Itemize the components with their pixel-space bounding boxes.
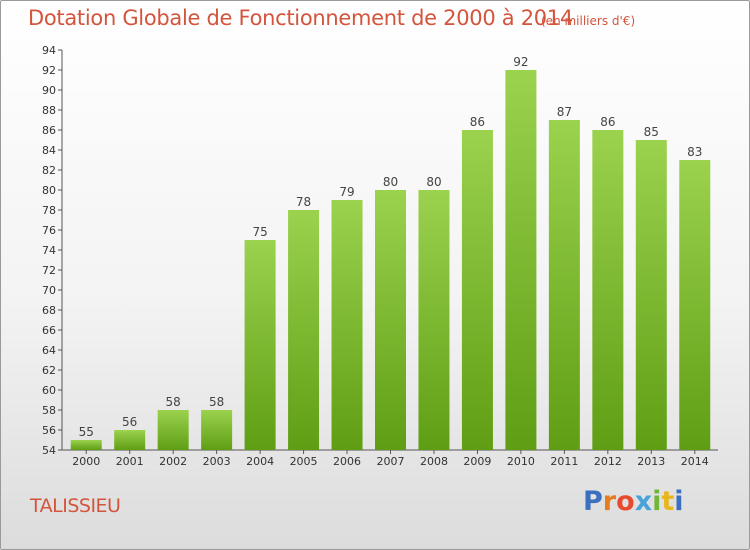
y-tick-label: 84 [42, 144, 56, 157]
bar [375, 190, 406, 450]
logo-letter: i [674, 486, 684, 517]
y-tick-label: 76 [42, 224, 56, 237]
x-tick-label: 2007 [377, 455, 405, 468]
data-label: 86 [600, 115, 615, 129]
y-tick-label: 70 [42, 284, 56, 297]
bar [505, 70, 537, 450]
data-label: 92 [513, 55, 528, 69]
y-tick-label: 66 [42, 324, 56, 337]
x-tick-label: 2013 [637, 455, 665, 468]
y-tick-label: 54 [42, 444, 56, 457]
y-tick-label: 62 [42, 364, 56, 377]
bar [418, 190, 450, 450]
x-tick-label: 2003 [203, 455, 231, 468]
commune-name: TALISSIEU [30, 495, 121, 517]
data-label: 58 [209, 395, 224, 409]
bar [114, 430, 146, 450]
data-label: 83 [687, 145, 702, 159]
data-label: 75 [252, 225, 267, 239]
x-tick-label: 2001 [116, 455, 144, 468]
logo-letter: t [661, 486, 675, 517]
x-tick-label: 2012 [594, 455, 622, 468]
data-label: 85 [644, 125, 659, 139]
bar [331, 200, 363, 450]
x-tick-label: 2002 [159, 455, 187, 468]
chart-subtitle: (en milliers d'€) [541, 14, 636, 28]
y-tick-label: 60 [42, 384, 56, 397]
logo-letter: o [616, 486, 635, 517]
bar [592, 130, 624, 450]
bar [288, 210, 320, 450]
bar [679, 160, 711, 450]
data-label: 87 [557, 105, 572, 119]
logo-letter: x [634, 486, 653, 517]
data-label: 79 [339, 185, 354, 199]
bar [635, 140, 667, 450]
x-tick-label: 2010 [507, 455, 535, 468]
logo-letter: i [652, 486, 662, 517]
y-tick-label: 86 [42, 124, 56, 137]
y-tick-label: 58 [42, 404, 56, 417]
chart-title: Dotation Globale de Fonctionnement de 20… [28, 6, 573, 30]
logo-letter: r [602, 486, 617, 517]
bar [548, 120, 580, 450]
logo-letter: P [583, 486, 603, 517]
y-tick-label: 88 [42, 104, 56, 117]
y-tick-label: 68 [42, 304, 56, 317]
y-tick-label: 78 [42, 204, 56, 217]
y-tick-label: 64 [42, 344, 56, 357]
data-label: 55 [79, 425, 94, 439]
y-tick-label: 56 [42, 424, 56, 437]
y-tick-label: 72 [42, 264, 56, 277]
y-tick-label: 92 [42, 64, 56, 77]
x-tick-label: 2004 [246, 455, 274, 468]
bar [461, 130, 493, 450]
data-label: 86 [470, 115, 485, 129]
y-tick-label: 90 [42, 84, 56, 97]
data-label: 80 [383, 175, 398, 189]
data-label: 56 [122, 415, 137, 429]
bar [244, 240, 276, 450]
x-tick-label: 2005 [290, 455, 318, 468]
x-tick-label: 2009 [463, 455, 491, 468]
y-tick-label: 80 [42, 184, 56, 197]
data-label: 58 [166, 395, 181, 409]
bar [201, 410, 233, 450]
y-tick-label: 94 [42, 44, 56, 57]
bar [70, 440, 102, 450]
data-label: 78 [296, 195, 311, 209]
x-tick-label: 2006 [333, 455, 361, 468]
bar [157, 410, 189, 450]
y-tick-label: 74 [42, 244, 56, 257]
y-tick-label: 82 [42, 164, 56, 177]
x-tick-label: 2014 [681, 455, 709, 468]
x-tick-label: 2008 [420, 455, 448, 468]
data-label: 80 [426, 175, 441, 189]
x-tick-label: 2000 [72, 455, 100, 468]
proxiti-logo[interactable]: Proxiti [583, 486, 684, 517]
x-tick-label: 2011 [550, 455, 578, 468]
